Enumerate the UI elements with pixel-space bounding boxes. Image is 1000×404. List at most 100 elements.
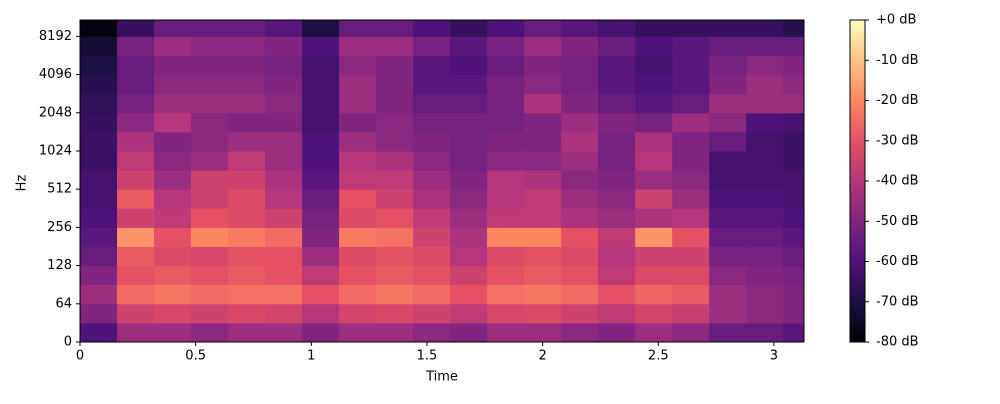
x-tick-label: 2 <box>538 349 546 364</box>
spectrogram-cell <box>228 131 266 152</box>
spectrogram-cell <box>450 170 488 190</box>
spectrogram-cell <box>746 322 784 343</box>
y-tick-label: 128 <box>47 258 72 273</box>
colorbar-tick-label: +0 dB <box>876 13 916 28</box>
spectrogram-cell <box>635 131 673 152</box>
spectrogram-cell <box>228 227 266 247</box>
spectrogram-cell <box>339 74 377 95</box>
spectrogram-cell <box>228 20 266 37</box>
spectrogram-cell <box>709 189 747 209</box>
spectrogram-cell <box>598 74 636 95</box>
spectrogram-cell <box>598 20 636 37</box>
spectrogram-cell <box>154 189 192 209</box>
spectrogram-cell <box>117 322 155 343</box>
spectrogram-cell <box>228 208 266 228</box>
spectrogram-cell <box>117 246 155 267</box>
spectrogram-cell <box>524 227 562 247</box>
spectrogram-cell <box>450 74 488 95</box>
spectrogram-cell <box>635 112 673 133</box>
spectrogram-cell <box>154 227 192 247</box>
spectrogram-cell <box>413 322 451 343</box>
x-tick-label: 2.5 <box>648 349 669 364</box>
spectrogram-cell <box>228 284 266 305</box>
spectrogram-cell <box>117 36 155 56</box>
spectrogram-cell <box>487 55 525 76</box>
spectrogram-cell <box>339 246 377 267</box>
spectrogram-cell <box>450 150 488 171</box>
spectrogram-cell <box>339 112 377 133</box>
spectrogram-cell <box>487 36 525 56</box>
spectrogram-cell <box>561 208 599 228</box>
spectrogram-cell <box>413 246 451 267</box>
plot-frame <box>79 19 805 343</box>
spectrogram-cell <box>598 170 636 190</box>
spectrogram-cell <box>561 284 599 305</box>
spectrogram-cell <box>598 322 636 343</box>
spectrogram-cell <box>709 150 747 171</box>
spectrogram-cell <box>191 112 229 133</box>
spectrogram-cell <box>376 36 414 56</box>
spectrogram-cell <box>783 150 805 171</box>
x-tick-label: 3 <box>770 349 778 364</box>
spectrogram-cell <box>339 284 377 305</box>
spectrogram-cell <box>783 170 805 190</box>
spectrogram-cell <box>117 112 155 133</box>
spectrogram-cell <box>154 36 192 56</box>
spectrogram-cell <box>265 284 303 305</box>
spectrogram-cell <box>228 303 266 324</box>
spectrogram-cell <box>561 93 599 114</box>
spectrogram-cell <box>154 208 192 228</box>
spectrogram-cell <box>561 55 599 76</box>
spectrogram-cell <box>302 265 340 285</box>
spectrogram-cell <box>487 189 525 209</box>
spectrogram-cell <box>746 93 784 114</box>
spectrogram-cell <box>376 55 414 76</box>
spectrogram-cell <box>376 189 414 209</box>
spectrogram-cell <box>191 74 229 95</box>
spectrogram-cell <box>413 227 451 247</box>
spectrogram-cell <box>635 150 673 171</box>
spectrogram-cell <box>524 112 562 133</box>
spectrogram-cell <box>450 36 488 56</box>
spectrogram-cell <box>265 303 303 324</box>
spectrogram-cell <box>709 93 747 114</box>
spectrogram-cell <box>598 55 636 76</box>
spectrogram-cell <box>117 284 155 305</box>
spectrogram-cell <box>487 303 525 324</box>
spectrogram-cell <box>598 189 636 209</box>
spectrogram-cell <box>80 36 118 56</box>
spectrogram-cell <box>117 93 155 114</box>
spectrogram-cell <box>783 74 805 95</box>
spectrogram-cell <box>635 55 673 76</box>
y-tick-label: 64 <box>55 296 72 311</box>
spectrogram-cell <box>672 112 710 133</box>
spectrogram-cell <box>635 303 673 324</box>
spectrogram-cell <box>561 303 599 324</box>
spectrogram-cell <box>746 208 784 228</box>
spectrogram-cell <box>265 131 303 152</box>
spectrogram-cell <box>191 131 229 152</box>
spectrogram-cell <box>524 246 562 267</box>
spectrogram-cell <box>561 112 599 133</box>
spectrogram-cell <box>487 112 525 133</box>
spectrogram-cell <box>487 74 525 95</box>
spectrogram-cell <box>413 189 451 209</box>
spectrogram-cell <box>117 20 155 37</box>
spectrogram-cell <box>783 322 805 343</box>
spectrogram-cell <box>154 131 192 152</box>
spectrogram-cell <box>117 55 155 76</box>
spectrogram-cell <box>191 150 229 171</box>
spectrogram-cell <box>561 227 599 247</box>
spectrogram-cell <box>709 246 747 267</box>
spectrogram-cell <box>413 150 451 171</box>
spectrogram-cell <box>228 246 266 267</box>
spectrogram-cell <box>524 322 562 343</box>
spectrogram-cell <box>598 227 636 247</box>
spectrogram-cell <box>376 131 414 152</box>
spectrogram-cell <box>524 303 562 324</box>
spectrogram-cell <box>524 131 562 152</box>
spectrogram-cell <box>783 189 805 209</box>
spectrogram-cell <box>80 208 118 228</box>
colorbar-tick-label: -10 dB <box>876 53 919 68</box>
spectrogram-cell <box>154 246 192 267</box>
